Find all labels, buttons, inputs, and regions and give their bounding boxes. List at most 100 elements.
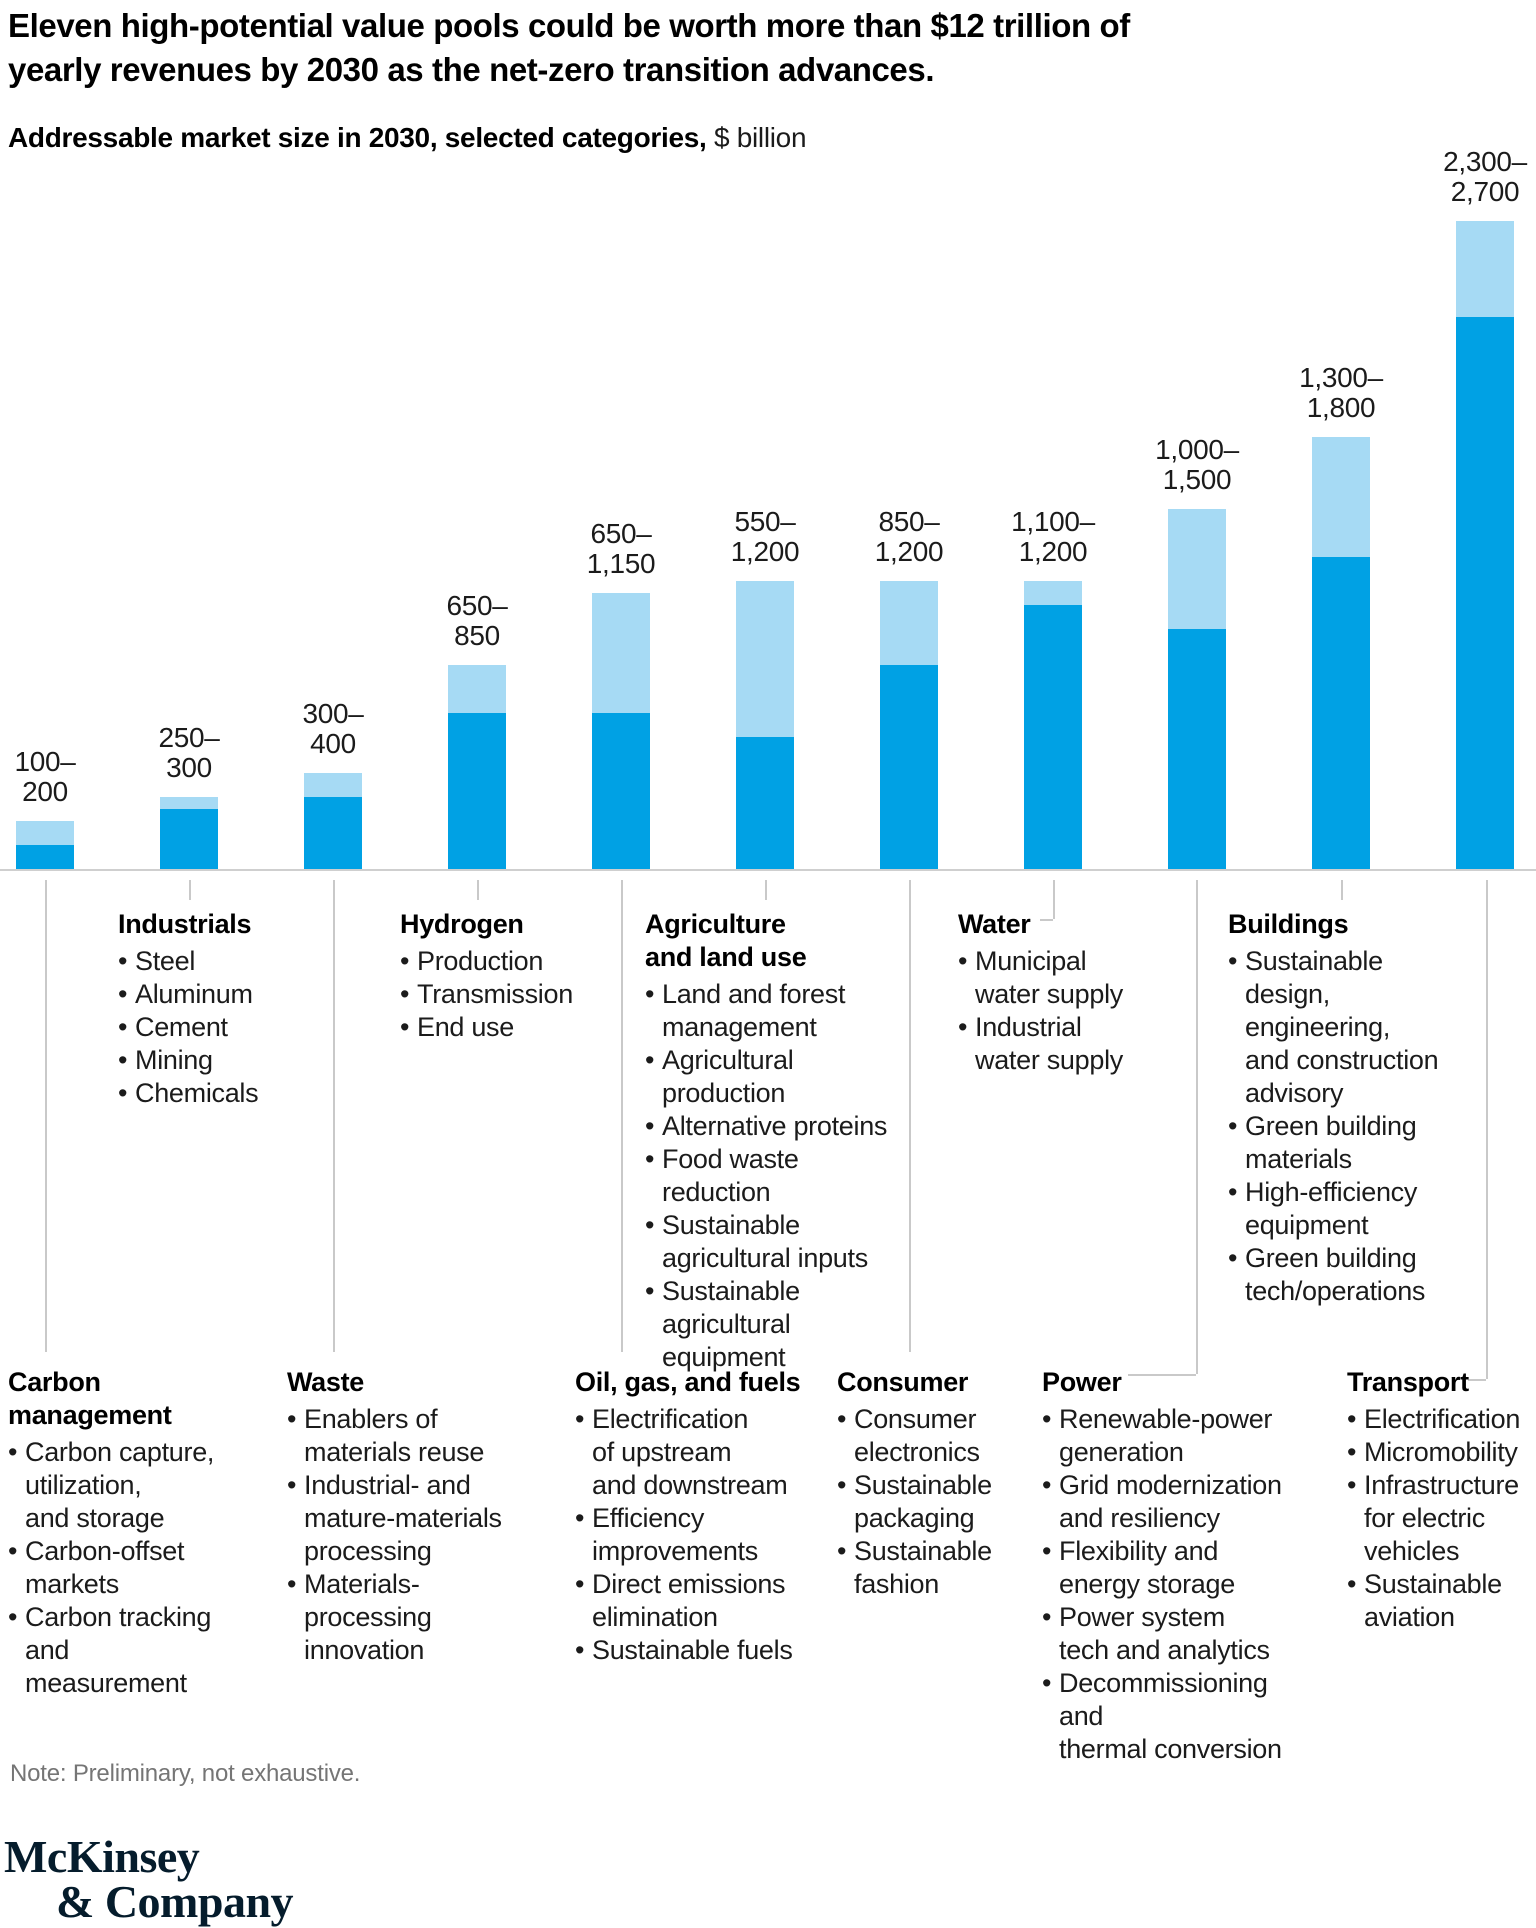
pool-label-buildings: Buildings • Sustainable design, engineerin… xyxy=(1228,908,1478,1308)
bullet-text: Sustainable fuels xyxy=(592,1635,793,1665)
logo-line-1: McKinsey xyxy=(4,1831,200,1882)
value-label-buildings: 1,300– 1,800 xyxy=(1299,362,1383,423)
pool-bullet-item: • Production xyxy=(400,945,600,978)
bullet-text: Food waste reduction xyxy=(662,1144,799,1207)
leader-elbow-power xyxy=(1128,1374,1196,1376)
bullet-text: Green building tech/operations xyxy=(1245,1243,1426,1306)
bullet-text: Sustainable agricultural equipment xyxy=(662,1276,800,1372)
bullet-text: Grid modernization and resiliency xyxy=(1059,1470,1282,1533)
value-label-transport: 2,300– 2,700 xyxy=(1443,146,1527,207)
bullet-text: Production xyxy=(417,946,544,976)
pool-label-agriculture-and-land-use: Agriculture and land use • Land and forest… xyxy=(645,908,893,1374)
bar-power-high-range xyxy=(1168,509,1226,629)
bullet-text: Electrification of upstream and downstre… xyxy=(592,1404,788,1500)
bullet-text: Electrification xyxy=(1364,1404,1521,1434)
bullet-dot: • xyxy=(645,979,655,1009)
bullet-text: Flexibility and energy storage xyxy=(1059,1536,1235,1599)
bullet-text: Carbon-offset markets xyxy=(25,1536,185,1599)
bullet-text: Green building materials xyxy=(1245,1111,1417,1174)
bullet-text: Sustainable design, engineering, and con… xyxy=(1245,946,1439,1108)
bullet-text: End use xyxy=(417,1012,514,1042)
pool-bullet-item: • Municipal water supply xyxy=(958,945,1158,1011)
pool-bullet-item: • Direct emissions elimination xyxy=(575,1568,817,1634)
bullet-dot: • xyxy=(1042,1536,1052,1566)
pool-bullet-item: • Sustainable fuels xyxy=(575,1634,817,1667)
value-label-carbon-management: 100– 200 xyxy=(14,746,76,807)
bullet-dot: • xyxy=(118,1012,128,1042)
pool-bullet-item: • Carbon tracking and measurement xyxy=(8,1601,216,1700)
pool-bullet-item: • Mining xyxy=(118,1044,318,1077)
bullet-dot: • xyxy=(837,1470,847,1500)
bar-buildings-low-range xyxy=(1312,557,1370,869)
pool-bullet-item: • Sustainable fashion xyxy=(837,1535,1037,1601)
leader-line-waste xyxy=(333,880,335,1352)
value-label-hydrogen: 650– 850 xyxy=(446,590,508,651)
pool-bullet-item: • Agricultural production xyxy=(645,1044,893,1110)
bar-carbon-management-low-range xyxy=(16,845,74,869)
pool-title-buildings: Buildings xyxy=(1228,909,1349,939)
pool-label-hydrogen: Hydrogen • Production • Transmission • End use xyxy=(400,908,600,1044)
pool-bullet-item: • Enablers of materials reuse xyxy=(287,1403,505,1469)
bullet-text: Sustainable agricultural inputs xyxy=(662,1210,868,1273)
bullet-dot: • xyxy=(645,1276,655,1306)
pool-label-industrials: Industrials • Steel • Aluminum • Cement • Mining… xyxy=(118,908,318,1110)
bullet-dot: • xyxy=(958,1012,968,1042)
bullet-dot: • xyxy=(1042,1404,1052,1434)
pool-title-water: Water xyxy=(958,909,1031,939)
pool-label-power: Power • Renewable-power generation • Grid mo… xyxy=(1042,1366,1314,1766)
bar-hydrogen-low-range xyxy=(448,713,506,869)
pool-label-consumer: Consumer • Consumer electronics • Sustainabl… xyxy=(837,1366,1037,1601)
exhibit-title: Eleven high-potential value pools could … xyxy=(8,7,1130,88)
bullet-dot: • xyxy=(8,1602,18,1632)
bullet-text: Alternative proteins xyxy=(662,1111,888,1141)
bullet-text: Direct emissions elimination xyxy=(592,1569,786,1632)
pool-bullet-item: • Sustainable packaging xyxy=(837,1469,1037,1535)
leader-line-buildings xyxy=(1341,880,1343,900)
bar-consumer-high-range xyxy=(880,581,938,665)
pool-bullet-item: • Land and forest management xyxy=(645,978,893,1044)
bullet-dot: • xyxy=(118,979,128,1009)
bullet-dot: • xyxy=(575,1503,585,1533)
pool-bullet-item: • Chemicals xyxy=(118,1077,318,1110)
bullet-dot: • xyxy=(645,1111,655,1141)
pool-bullet-item: • Electrification of upstream and downstr… xyxy=(575,1403,817,1502)
pool-label-carbon-management: Carbon management • Carbon capture, utiliz… xyxy=(8,1366,216,1700)
leader-line-hydrogen xyxy=(477,880,479,900)
pool-bullet-item: • Carbon capture, utilization, and storag… xyxy=(8,1436,216,1535)
value-label-industrials: 250– 300 xyxy=(158,722,220,783)
leader-line-agriculture-and-land-use xyxy=(765,880,767,900)
pool-bullet-item: • Electrification xyxy=(1347,1403,1535,1436)
bullet-dot: • xyxy=(1228,1111,1238,1141)
pool-bullet-item: • Grid modernization and resiliency xyxy=(1042,1469,1314,1535)
bullet-dot: • xyxy=(118,1045,128,1075)
bullet-dot: • xyxy=(118,1078,128,1108)
pool-title-industrials: Industrials xyxy=(118,909,252,939)
bullet-dot: • xyxy=(575,1635,585,1665)
bullet-dot: • xyxy=(287,1470,297,1500)
bullet-text: Infrastructure for electric vehicles xyxy=(1364,1470,1519,1566)
bar-consumer-low-range xyxy=(880,665,938,869)
pool-title-oil-gas-and-fuels: Oil, gas, and fuels xyxy=(575,1367,801,1397)
bullet-text: Consumer electronics xyxy=(854,1404,980,1467)
bullet-dot: • xyxy=(645,1045,655,1075)
bullet-dot: • xyxy=(8,1536,18,1566)
pool-bullet-item: • Carbon-offset markets xyxy=(8,1535,216,1601)
pool-label-oil-gas-and-fuels: Oil, gas, and fuels • Electrification of u… xyxy=(575,1366,817,1667)
leader-line-industrials xyxy=(189,880,191,900)
bullet-dot: • xyxy=(400,1012,410,1042)
bullet-dot: • xyxy=(1042,1602,1052,1632)
bullet-text: Municipal water supply xyxy=(975,946,1123,1009)
bar-transport-low-range xyxy=(1456,317,1514,869)
bullet-dot: • xyxy=(575,1569,585,1599)
bullet-dot: • xyxy=(1347,1404,1357,1434)
pool-bullet-item: • Transmission xyxy=(400,978,600,1011)
pool-bullet-item: • Sustainable agricultural equipment xyxy=(645,1275,893,1374)
value-label-waste: 300– 400 xyxy=(302,698,364,759)
pool-bullet-item: • Flexibility and energy storage xyxy=(1042,1535,1314,1601)
bullet-text: Steel xyxy=(135,946,196,976)
bullet-text: Sustainable fashion xyxy=(854,1536,992,1599)
pool-bullet-item: • Renewable-power generation xyxy=(1042,1403,1314,1469)
value-label-power: 1,000– 1,500 xyxy=(1155,434,1239,495)
pool-title-agriculture-and-land-use: Agriculture and land use xyxy=(645,909,807,972)
